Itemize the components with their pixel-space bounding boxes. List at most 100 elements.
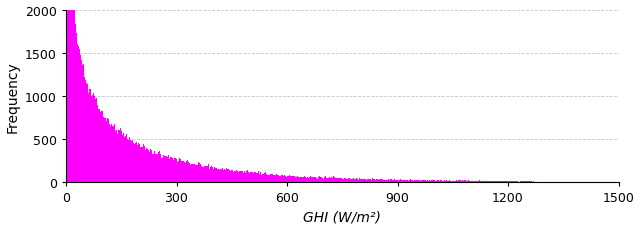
Bar (141, 148, 142, 182)
Bar (388, 180, 389, 182)
Bar (379, 179, 380, 182)
Bar (158, 152, 159, 182)
Bar (230, 171, 231, 182)
Bar (90, 90, 91, 182)
Bar (193, 164, 194, 182)
Bar (309, 177, 310, 182)
Bar (454, 181, 455, 182)
Bar (303, 177, 304, 182)
Bar (115, 132, 116, 182)
Bar (279, 176, 280, 182)
Bar (214, 168, 215, 182)
Bar (390, 179, 391, 182)
Bar (78, 46, 79, 182)
Bar (183, 162, 184, 182)
Bar (337, 179, 338, 182)
Bar (307, 178, 308, 182)
Bar (495, 181, 496, 182)
Bar (171, 159, 172, 182)
Bar (168, 156, 169, 182)
Bar (169, 159, 170, 182)
Bar (450, 181, 451, 182)
Bar (408, 180, 410, 182)
Bar (417, 180, 418, 182)
Bar (178, 162, 179, 182)
Bar (525, 181, 527, 182)
Bar (260, 173, 261, 182)
Bar (124, 138, 125, 182)
Bar (301, 176, 303, 182)
Bar (410, 179, 411, 182)
Bar (428, 181, 429, 182)
Bar (288, 176, 289, 182)
Bar (190, 165, 191, 182)
Bar (83, 65, 84, 182)
Bar (153, 154, 154, 182)
Bar (287, 176, 288, 182)
Bar (520, 181, 521, 182)
Bar (111, 125, 112, 182)
Bar (430, 181, 431, 182)
Bar (247, 170, 248, 182)
Bar (265, 172, 266, 182)
Bar (227, 169, 228, 182)
Bar (131, 141, 132, 182)
Bar (367, 179, 368, 182)
Bar (127, 140, 128, 182)
Bar (233, 172, 234, 182)
Bar (323, 179, 324, 182)
Bar (513, 181, 514, 182)
Bar (501, 181, 502, 182)
Bar (316, 178, 317, 182)
Bar (122, 136, 123, 182)
Bar (347, 178, 348, 182)
Bar (441, 181, 442, 182)
Bar (173, 157, 174, 182)
Bar (498, 181, 499, 182)
Bar (446, 180, 447, 182)
Bar (497, 181, 498, 182)
Bar (491, 181, 492, 182)
Bar (469, 181, 470, 182)
Bar (120, 136, 121, 182)
Bar (400, 180, 401, 182)
Bar (411, 180, 412, 182)
Bar (476, 181, 477, 182)
Bar (77, 45, 78, 182)
Bar (467, 181, 468, 182)
Bar (423, 181, 424, 182)
Bar (490, 181, 491, 182)
Bar (380, 180, 381, 182)
Bar (240, 172, 241, 182)
Bar (392, 181, 393, 182)
Bar (218, 169, 220, 182)
Bar (366, 180, 367, 182)
Bar (268, 175, 269, 182)
Bar (223, 170, 225, 182)
Bar (69, 0, 70, 182)
Bar (317, 179, 318, 182)
Bar (359, 179, 360, 182)
Bar (443, 181, 444, 182)
Bar (305, 177, 306, 182)
Bar (155, 154, 156, 182)
Bar (140, 147, 141, 182)
Bar (461, 181, 462, 182)
Bar (465, 180, 466, 182)
Bar (463, 181, 464, 182)
Bar (480, 181, 481, 182)
Bar (515, 181, 516, 182)
Bar (274, 174, 275, 182)
Bar (231, 170, 232, 182)
Bar (221, 169, 222, 182)
Bar (468, 181, 469, 182)
Bar (500, 181, 501, 182)
Bar (386, 180, 387, 182)
Bar (150, 150, 151, 182)
Bar (403, 180, 404, 182)
Bar (415, 180, 416, 182)
Bar (276, 175, 277, 182)
Bar (485, 181, 486, 182)
Bar (311, 177, 312, 182)
Bar (73, 0, 74, 182)
